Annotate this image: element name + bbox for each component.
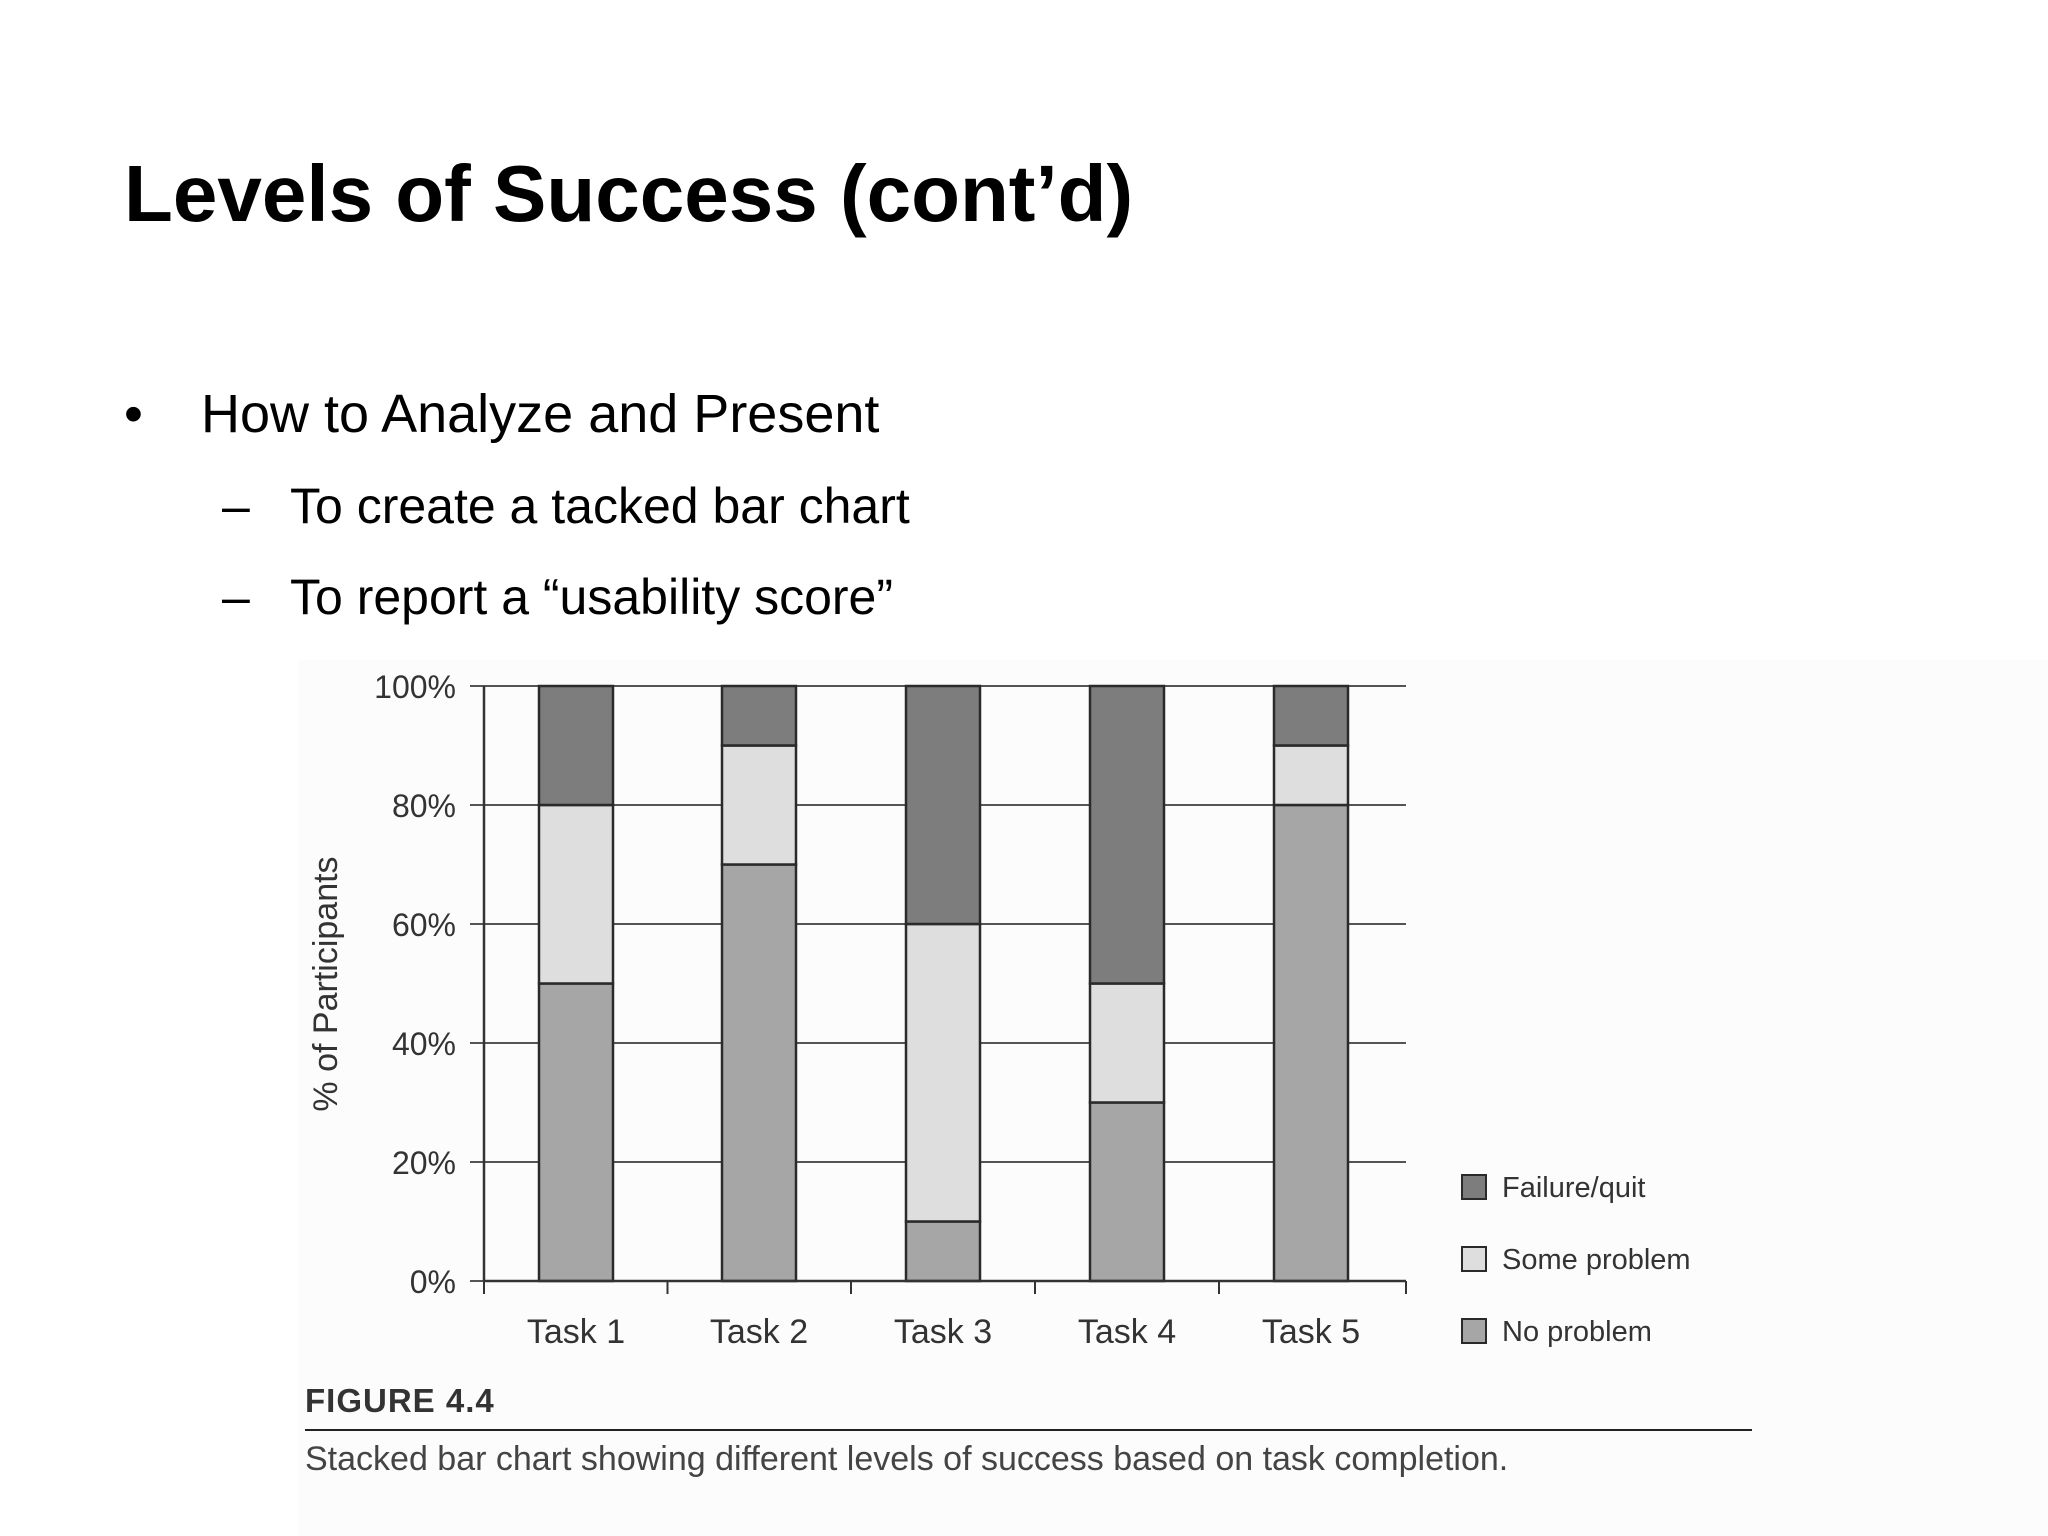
bar-segment [537,803,615,985]
x-tick-label: Task 5 [1262,1313,1360,1351]
subbullet-marker: – [222,478,250,534]
y-tick-label: 40% [392,1026,456,1062]
y-tick-label: 0% [410,1264,456,1300]
bar-segment [1088,1101,1166,1283]
legend-swatch [1461,1174,1487,1200]
subbullet-marker: – [222,569,250,625]
legend-swatch [1461,1246,1487,1272]
bar-segment [720,684,798,747]
bar-segment [537,982,615,1283]
bar-segment [904,684,982,926]
bullet-marker: • [124,384,143,444]
bar-segment [1272,684,1350,747]
figure-label: FIGURE 4.4 [305,1382,495,1419]
bar-segment [537,684,615,807]
x-tick-label: Task 2 [710,1313,808,1351]
bar-segment [720,863,798,1283]
subbullet-text: To create a tacked bar chart [290,478,910,534]
slide-title: Levels of Success (cont’d) [124,149,1134,238]
figure-caption: Stacked bar chart showing different leve… [305,1440,1509,1478]
bar-segment [1088,684,1166,985]
x-tick-label: Task 3 [894,1313,992,1351]
subbullet-text: To report a “usability score” [290,569,894,625]
bar-segment [720,744,798,866]
legend-swatch [1461,1318,1487,1344]
bar-segment [904,1220,982,1283]
figure-divider [305,1429,1752,1431]
y-axis-title: % of Participants [307,856,345,1111]
bar-segment [904,922,982,1223]
x-tick-label: Task 4 [1078,1313,1176,1351]
y-tick-label: 100% [374,669,456,705]
x-tick-label: Task 1 [527,1313,625,1351]
y-tick-label: 80% [392,788,456,824]
bullet-text: How to Analyze and Present [201,384,880,444]
y-tick-label: 20% [392,1145,456,1181]
legend-label: No problem [1502,1316,1652,1348]
bar-segment [1088,982,1166,1104]
bar-segment [1272,803,1350,1283]
bar-segment [1272,744,1350,807]
legend-label: Failure/quit [1502,1172,1645,1204]
legend-label: Some problem [1502,1244,1691,1276]
y-tick-label: 60% [392,907,456,943]
